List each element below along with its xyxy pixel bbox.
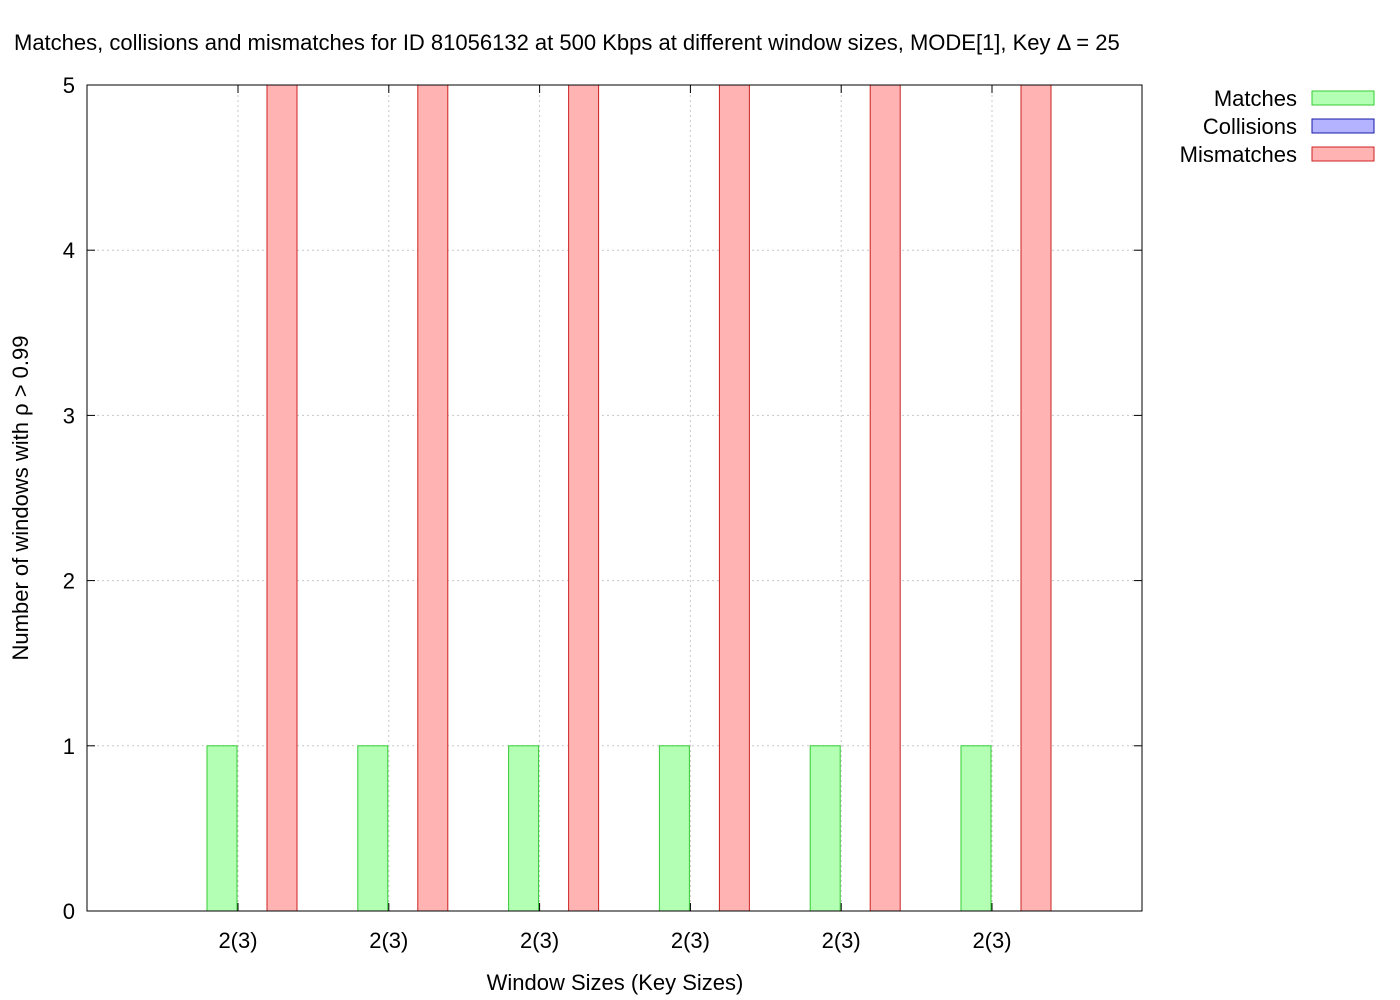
grid-layer xyxy=(87,85,1142,911)
bar-matches xyxy=(357,745,389,912)
legend-label: Matches xyxy=(1214,86,1297,111)
y-axis-ticks: 0 1 2 3 4 5 xyxy=(63,73,1142,924)
bar-mismatches xyxy=(718,84,750,912)
x-axis-label: Window Sizes (Key Sizes) xyxy=(487,970,744,995)
y-tick-label: 5 xyxy=(63,73,75,98)
x-tick-label: 2(3) xyxy=(369,928,408,953)
bar-matches xyxy=(809,745,841,912)
legend-label: Collisions xyxy=(1203,114,1297,139)
x-tick-label: 2(3) xyxy=(671,928,710,953)
legend-label: Mismatches xyxy=(1180,142,1297,167)
x-tick-label: 2(3) xyxy=(520,928,559,953)
bars-layer xyxy=(206,84,1052,912)
bar-matches xyxy=(960,745,992,912)
bar-mismatches xyxy=(417,84,449,912)
bar-matches xyxy=(658,745,690,912)
legend-swatch xyxy=(1311,90,1375,106)
x-axis-ticks: 2(3) 2(3) 2(3) 2(3) 2(3) 2(3) xyxy=(218,85,1012,953)
y-tick-label: 0 xyxy=(63,899,75,924)
y-tick-label: 2 xyxy=(63,569,75,594)
bar-mismatches xyxy=(266,84,298,912)
x-tick-label: 2(3) xyxy=(822,928,861,953)
legend-swatch xyxy=(1311,118,1375,134)
x-tick-label: 2(3) xyxy=(972,928,1011,953)
y-tick-label: 3 xyxy=(63,403,75,428)
y-tick-label: 4 xyxy=(63,238,75,263)
bar-mismatches xyxy=(1020,84,1052,912)
bar-matches xyxy=(206,745,238,912)
y-axis-label: Number of windows with ρ > 0.99 xyxy=(8,336,33,661)
legend-swatch xyxy=(1311,146,1375,162)
plot-frame xyxy=(86,84,1143,912)
chart-title: Matches, collisions and mismatches for I… xyxy=(14,30,1120,55)
x-tick-label: 2(3) xyxy=(218,928,257,953)
bar-matches xyxy=(508,745,540,912)
y-tick-label: 1 xyxy=(63,734,75,759)
bar-mismatches xyxy=(869,84,901,912)
bar-mismatches xyxy=(568,84,600,912)
legend: Matches Collisions Mismatches xyxy=(1180,86,1375,167)
